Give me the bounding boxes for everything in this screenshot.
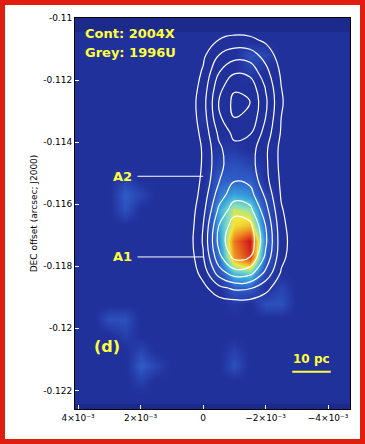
svg-text:-0.12: -0.12: [49, 323, 72, 333]
svg-text:Cont: 2004X: Cont: 2004X: [85, 26, 175, 41]
svg-text:-0.114: -0.114: [43, 137, 72, 147]
svg-text:A1: A1: [113, 249, 132, 264]
svg-text:−2×10⁻³: −2×10⁻³: [245, 413, 286, 423]
svg-text:-0.11: -0.11: [49, 13, 72, 23]
svg-text:4×10⁻³: 4×10⁻³: [62, 413, 95, 423]
svg-text:-0.118: -0.118: [43, 261, 72, 271]
svg-text:2×10⁻³: 2×10⁻³: [124, 413, 157, 423]
svg-text:(d): (d): [94, 337, 120, 356]
svg-text:10 pc: 10 pc: [293, 352, 330, 366]
svg-text:-0.122: -0.122: [43, 386, 72, 396]
svg-text:-0.116: -0.116: [43, 199, 72, 209]
svg-text:A2: A2: [113, 169, 132, 184]
svg-text:0: 0: [200, 413, 206, 423]
svg-text:Grey: 1996U: Grey: 1996U: [85, 45, 176, 60]
svg-text:DEC offset (arcsec; J2000): DEC offset (arcsec; J2000): [29, 155, 39, 273]
svg-text:-0.112: -0.112: [43, 75, 72, 85]
svg-text:−4×10⁻³: −4×10⁻³: [308, 413, 349, 423]
